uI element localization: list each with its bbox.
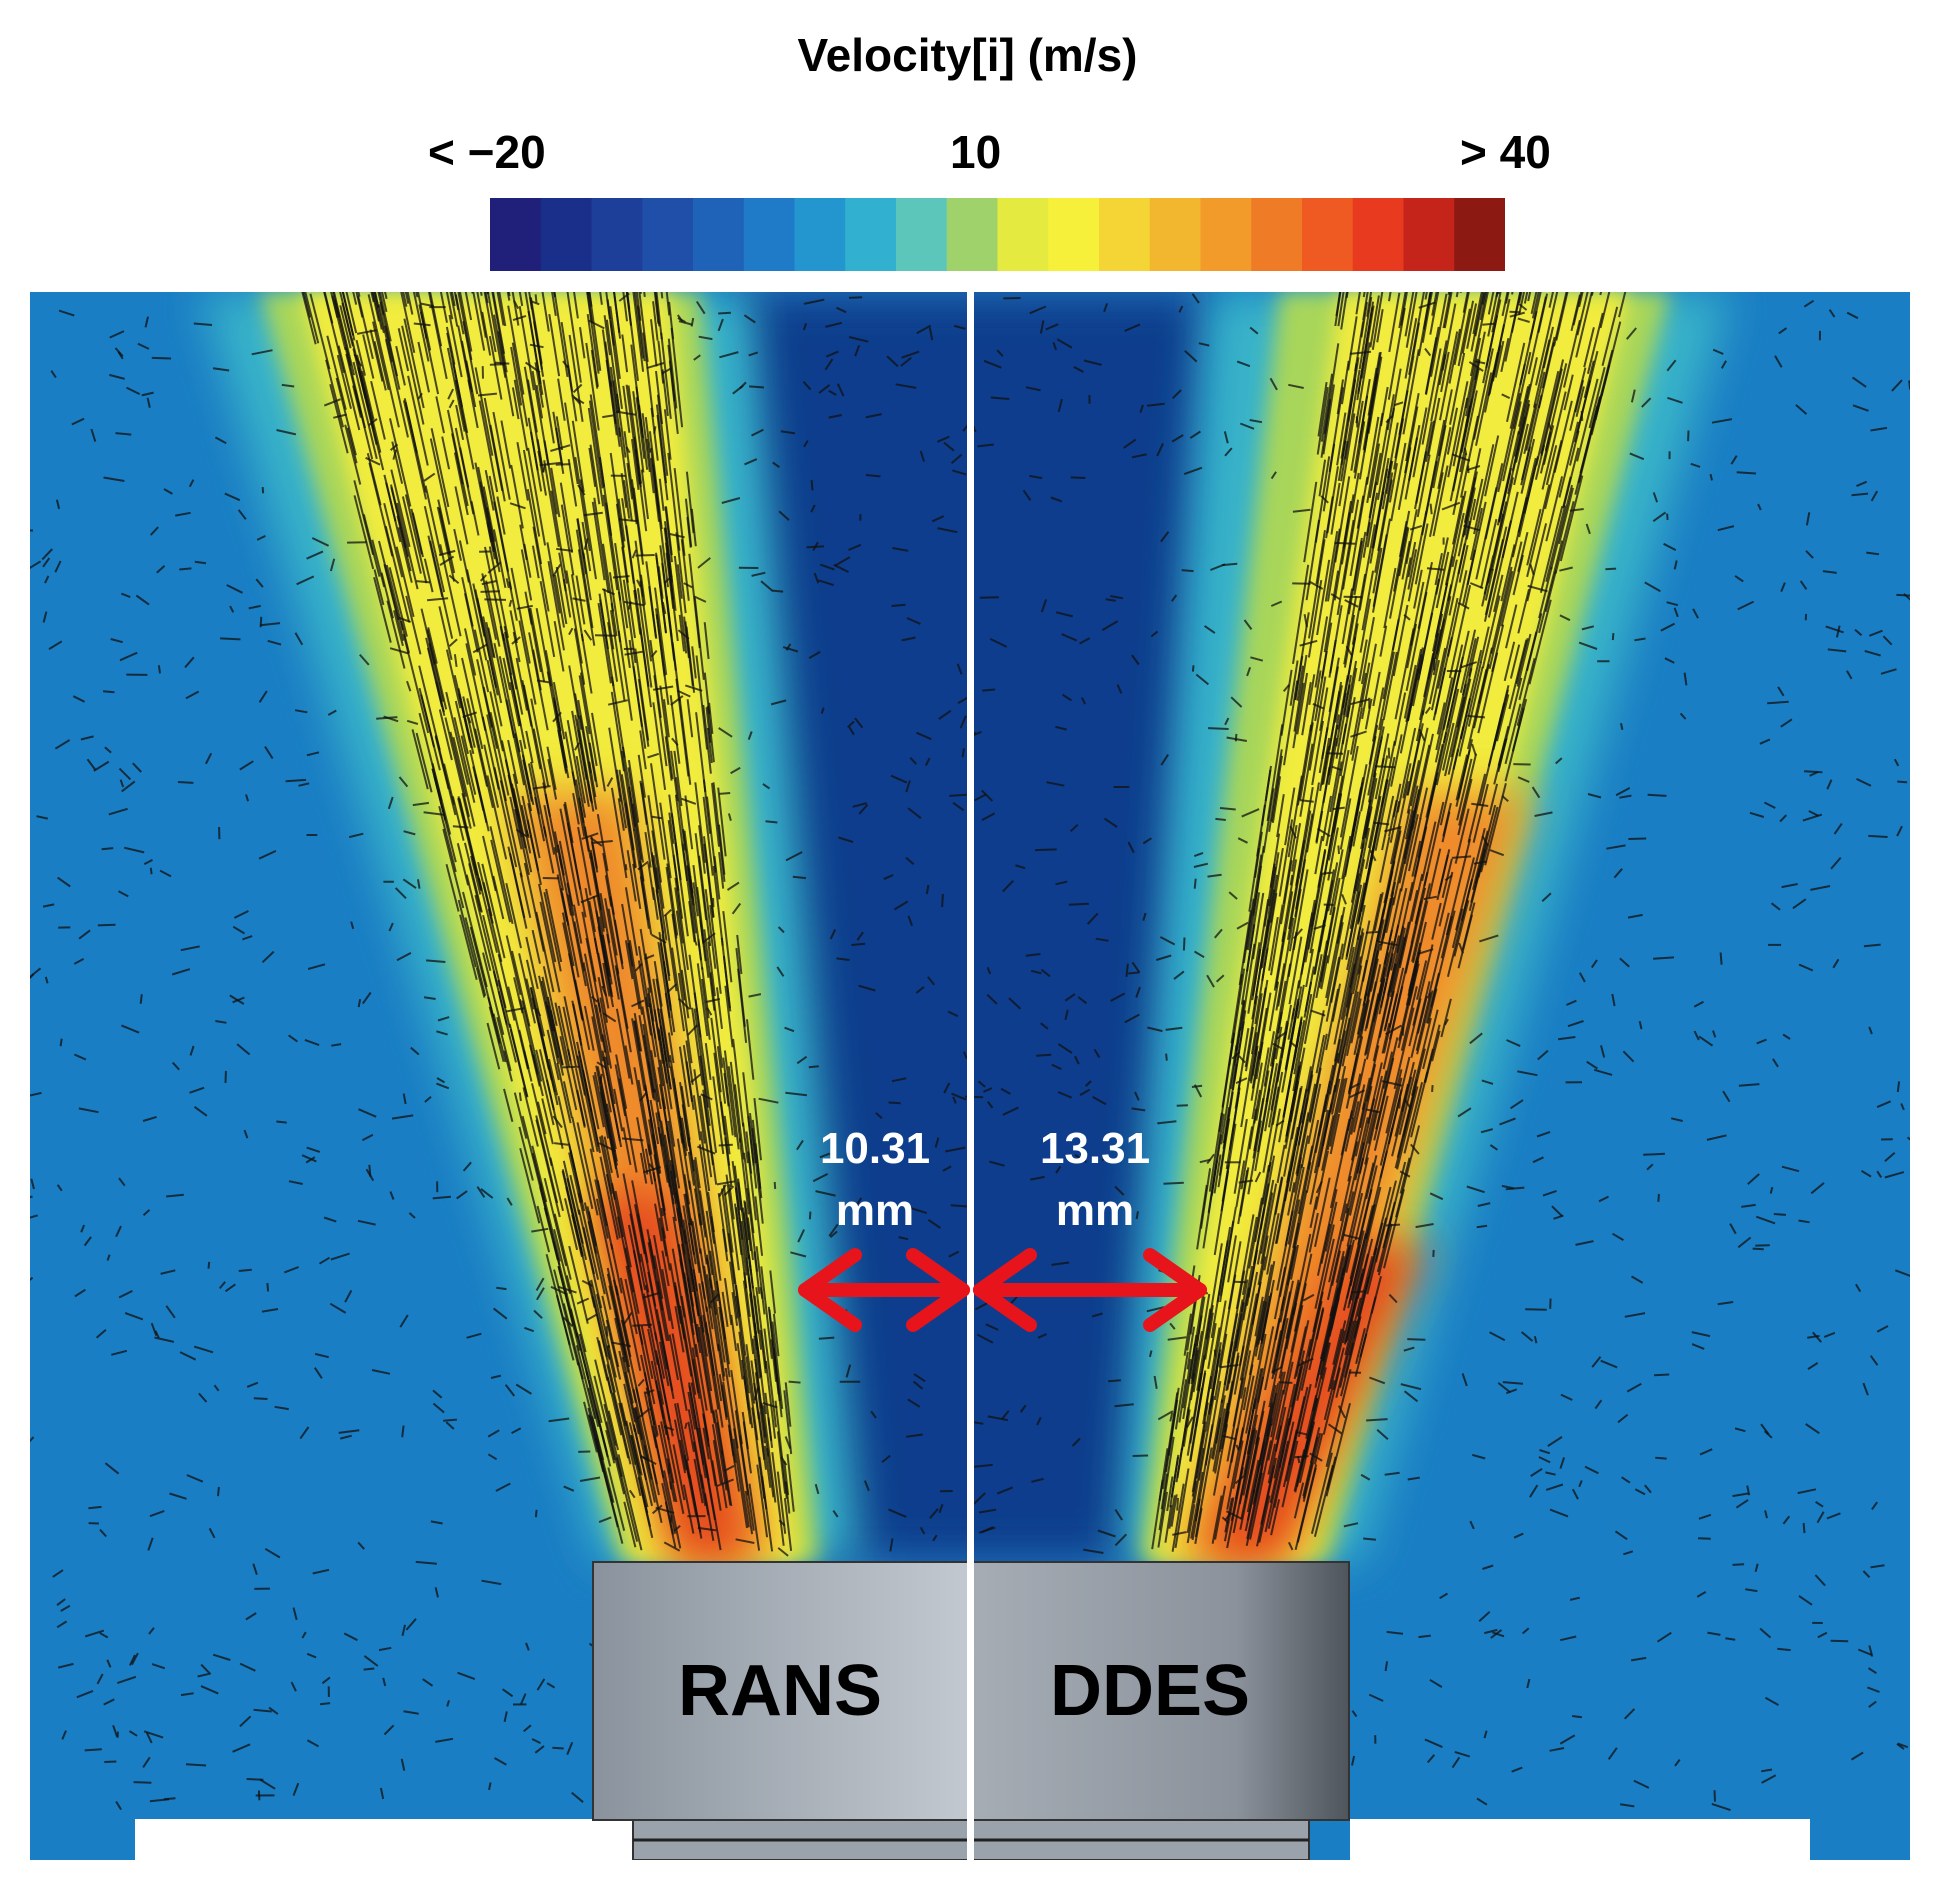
colorbar-swatch <box>1149 198 1202 271</box>
colorbar-swatch <box>540 198 593 271</box>
velocity-contour-plot <box>30 292 1910 1860</box>
colorbar-swatch <box>642 198 694 271</box>
colorbar-swatch <box>1251 198 1303 271</box>
gap-arrows <box>798 1248 1207 1332</box>
colorbar-swatch <box>1454 198 1506 271</box>
colorbar-swatch <box>1302 198 1354 271</box>
gap-arrow-right <box>973 1248 1207 1332</box>
colorbar-swatch <box>1048 198 1100 271</box>
colorbar-swatch <box>794 198 846 271</box>
nozzle-right-half <box>971 1562 1349 1820</box>
colorbar-swatch <box>693 198 745 271</box>
nozzle-left-half <box>593 1562 971 1820</box>
velocity-field-image <box>30 292 1910 1860</box>
colorbar-swatch <box>743 198 796 271</box>
colorbar-swatch <box>1200 198 1252 271</box>
colorbar-swatch <box>591 198 643 271</box>
colorbar-swatch <box>1403 198 1455 271</box>
velocity-vectors <box>30 292 1910 1812</box>
colorbar-swatch <box>1352 198 1405 271</box>
floor-left <box>30 1819 135 1860</box>
colorbar-swatch <box>946 198 999 271</box>
rans-label: RANS <box>678 1651 883 1731</box>
colorbar <box>490 198 1506 271</box>
gap-arrow-left <box>798 1248 970 1332</box>
colorbar-tick-min: < −20 <box>428 126 546 178</box>
colorbar-gradient <box>490 198 1506 271</box>
floor-white-right <box>1350 1819 1810 1860</box>
colorbar-title: Velocity[i] (m/s) <box>797 29 1138 81</box>
colorbar-swatch <box>490 198 542 271</box>
ddes-label: DDES <box>1050 1651 1251 1731</box>
colorbar-tick-max: > 40 <box>1460 126 1551 178</box>
gap-label-right: 13.31 mm <box>1039 1124 1151 1235</box>
center-divider <box>967 292 974 1860</box>
colorbar-swatch <box>845 198 897 271</box>
floor-white-left <box>135 1819 665 1860</box>
colorbar-swatch <box>1099 198 1151 271</box>
colorbar-tick-mid: 10 <box>950 126 1002 178</box>
colorbar-swatch <box>896 198 948 271</box>
colorbar-swatch <box>997 198 1049 271</box>
gap-label-left: 10.31 mm <box>819 1124 931 1235</box>
